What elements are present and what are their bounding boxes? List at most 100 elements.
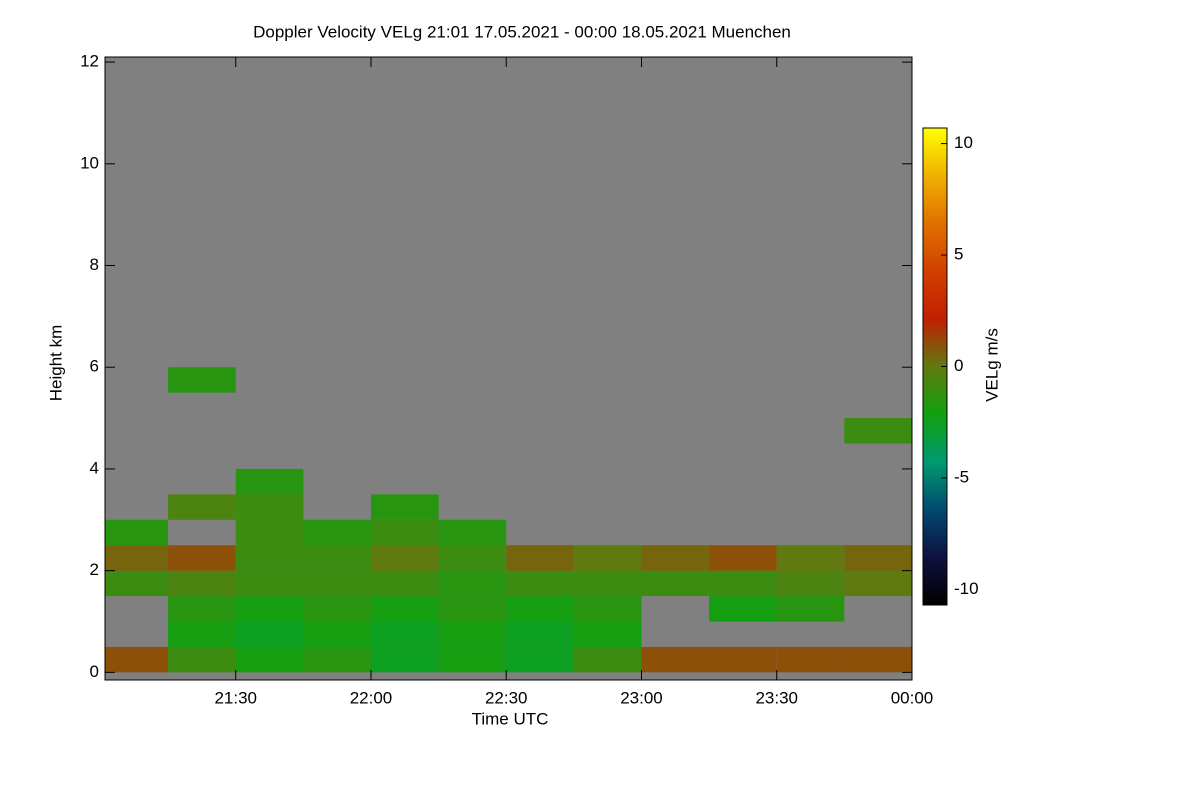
cell	[235, 545, 304, 571]
colorbar-tick-label: -10	[954, 579, 979, 598]
colorbar-tick-label: 10	[954, 133, 973, 152]
colorbar-strip	[923, 424, 947, 426]
colorbar-strip	[923, 207, 947, 209]
colorbar-strip	[923, 563, 947, 565]
colorbar-strip	[923, 267, 947, 269]
colorbar-strip	[923, 559, 947, 561]
colorbar-strip	[923, 340, 947, 342]
colorbar-strip	[923, 489, 947, 491]
colorbar-strip	[923, 572, 947, 574]
colorbar-strip	[923, 577, 947, 579]
colorbar-strip	[923, 294, 947, 296]
cell	[573, 596, 642, 622]
colorbar-strip	[923, 168, 947, 170]
cell	[438, 596, 507, 622]
colorbar-strip	[923, 226, 947, 228]
colorbar-strip	[923, 472, 947, 474]
colorbar-strip	[923, 232, 947, 234]
colorbar-strip	[923, 600, 947, 602]
colorbar-tick-label: -5	[954, 467, 969, 486]
colorbar-strip	[923, 149, 947, 151]
colorbar-strip	[923, 252, 947, 254]
colorbar-strip	[923, 262, 947, 264]
colorbar-strip	[923, 506, 947, 508]
colorbar-strip	[923, 195, 947, 197]
cell	[303, 596, 371, 622]
colorbar-strip	[923, 285, 947, 287]
colorbar-strip	[923, 440, 947, 442]
x-tick-label: 22:00	[350, 688, 393, 707]
y-tick-label: 6	[90, 357, 99, 376]
colorbar-strip	[923, 598, 947, 600]
colorbar-strip	[923, 579, 947, 581]
colorbar-strip	[923, 137, 947, 139]
colorbar-strip	[923, 486, 947, 488]
colorbar-strip	[923, 356, 947, 358]
cell	[370, 570, 439, 597]
colorbar-strip	[923, 478, 947, 480]
plot-frame	[104, 56, 913, 681]
colorbar-strip	[923, 311, 947, 313]
colorbar-strip	[923, 358, 947, 360]
colorbar-strip	[923, 536, 947, 538]
colorbar-tick-label: 0	[954, 356, 963, 375]
colorbar-strip	[923, 509, 947, 511]
colorbar-strip	[923, 395, 947, 397]
colorbar-strip	[923, 316, 947, 318]
cell	[506, 570, 574, 597]
cell	[641, 570, 710, 597]
colorbar-strip	[923, 317, 947, 319]
cell	[573, 621, 642, 647]
colorbar-strip	[923, 146, 947, 148]
colorbar-strip	[923, 575, 947, 577]
colorbar-strip	[923, 520, 947, 522]
colorbar-strip	[923, 255, 947, 257]
colorbar-strip	[923, 391, 947, 393]
colorbar-strip	[923, 176, 947, 178]
x-axis-label: Time UTC	[472, 709, 549, 728]
colorbar-strip	[923, 202, 947, 204]
colorbar-strip	[923, 339, 947, 341]
colorbar-strip	[923, 258, 947, 260]
cell	[168, 570, 236, 597]
colorbar-strip	[923, 183, 947, 185]
colorbar-strip	[923, 380, 947, 382]
colorbar-strip	[923, 503, 947, 505]
cell	[235, 519, 304, 546]
colorbar-strip	[923, 404, 947, 406]
cell	[303, 646, 371, 673]
colorbar-strip	[923, 243, 947, 245]
cell	[641, 545, 710, 571]
colorbar-strip	[923, 363, 947, 365]
cell	[303, 570, 371, 597]
colorbar-strip	[923, 155, 947, 157]
colorbar-strip	[923, 412, 947, 414]
colorbar-strip	[923, 278, 947, 280]
colorbar-strip	[923, 179, 947, 181]
colorbar-strip	[923, 532, 947, 534]
colorbar-strip	[923, 377, 947, 379]
colorbar-strip	[923, 481, 947, 483]
colorbar-strip	[923, 355, 947, 357]
cell	[844, 570, 912, 597]
colorbar-strip	[923, 438, 947, 440]
y-tick-label: 8	[90, 255, 99, 274]
colorbar-strip	[923, 269, 947, 271]
colorbar-strip	[923, 299, 947, 301]
cell	[235, 570, 304, 597]
colorbar-strip	[923, 469, 947, 471]
colorbar-strip	[923, 324, 947, 326]
colorbar-strip	[923, 166, 947, 168]
colorbar-strip	[923, 248, 947, 250]
colorbar-strip	[923, 565, 947, 567]
colorbar-strip	[923, 233, 947, 235]
colorbar-strip	[923, 191, 947, 193]
x-tick-label: 00:00	[891, 688, 934, 707]
colorbar-strip	[923, 587, 947, 589]
colorbar-strip	[923, 428, 947, 430]
colorbar-strip	[923, 277, 947, 279]
cell	[506, 646, 574, 673]
colorbar-strip	[923, 184, 947, 186]
colorbar-strip	[923, 254, 947, 256]
